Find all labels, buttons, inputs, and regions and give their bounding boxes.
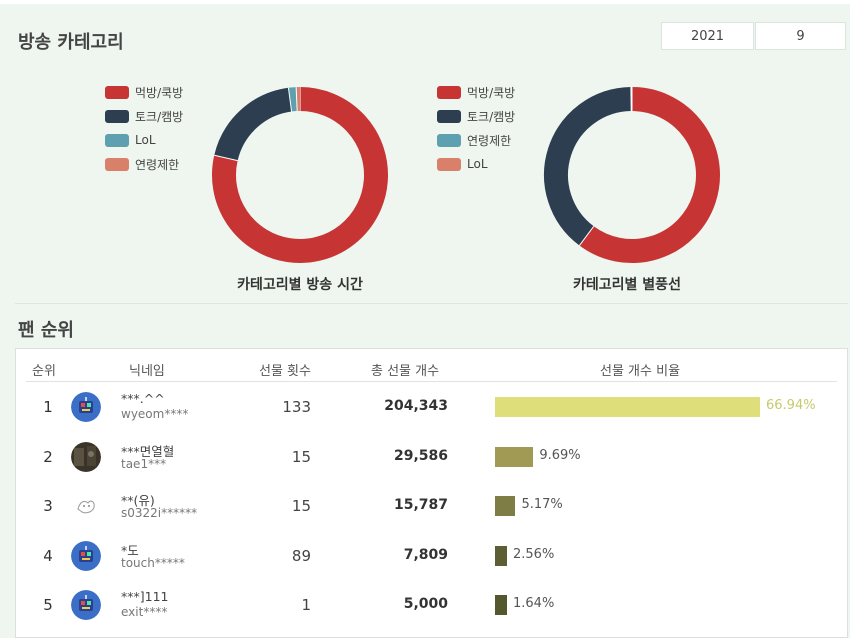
header-rank: 순위 — [32, 360, 56, 379]
row-rank: 2 — [40, 448, 56, 466]
row-nickname[interactable]: ***]111 — [121, 589, 169, 604]
chart1-legend: 먹방/쿡방 토크/캠방 LoL 연령제한 — [105, 80, 183, 176]
row-total-gifts: 5,000 — [376, 596, 448, 612]
legend-swatch — [437, 110, 461, 123]
legend-item[interactable]: LoL — [437, 152, 515, 176]
row-ratio-percent: 66.94% — [766, 398, 816, 413]
legend-label: LoL — [467, 157, 488, 171]
header-gift-ratio: 선물 개수 비율 — [600, 360, 680, 379]
row-gift-count: 89 — [246, 547, 311, 565]
star-balloon-donut-chart — [543, 86, 721, 264]
legend-label: 연령제한 — [135, 156, 179, 173]
row-user-id: tae1*** — [121, 457, 166, 471]
row-ratio-percent: 1.64% — [513, 596, 554, 611]
row-rank: 4 — [40, 547, 56, 565]
avatar[interactable] — [71, 392, 101, 422]
row-gift-count: 15 — [246, 497, 311, 515]
chart2-caption: 카테고리별 별풍선 — [527, 274, 727, 294]
donut-slice-먹방/쿡방[interactable] — [587, 99, 708, 251]
row-ratio-percent: 2.56% — [513, 547, 554, 562]
avatar[interactable] — [71, 590, 101, 620]
avatar[interactable] — [71, 491, 101, 521]
row-rank: 1 — [40, 398, 56, 416]
section-divider — [15, 303, 848, 304]
donut-slice-LoL[interactable] — [290, 99, 297, 100]
legend-label: 토크/캠방 — [135, 108, 183, 125]
legend-swatch — [105, 86, 129, 99]
ratio-bar — [495, 546, 507, 566]
row-user-id: s0322i****** — [121, 506, 197, 520]
legend-swatch — [105, 110, 129, 123]
table-row[interactable]: 1 ***.^^wyeom**** 133 204,343 66.94% — [16, 383, 849, 431]
legend-item[interactable]: LoL — [105, 128, 183, 152]
header-total-gifts: 총 선물 개수 — [371, 360, 439, 379]
broadcast-time-donut-chart — [211, 86, 389, 264]
row-gift-count: 133 — [246, 398, 311, 416]
header-nickname: 닉네임 — [129, 360, 165, 379]
legend-item[interactable]: 토크/캠방 — [437, 104, 515, 128]
row-total-gifts: 15,787 — [376, 497, 448, 513]
legend-item[interactable]: 먹방/쿡방 — [437, 80, 515, 104]
month-select[interactable]: 9 — [755, 22, 846, 50]
category-section-title: 방송 카테고리 — [18, 28, 124, 54]
row-total-gifts: 7,809 — [376, 547, 448, 563]
donut-slice-토크/캠방[interactable] — [556, 99, 631, 236]
header-gift-count: 선물 횟수 — [259, 360, 311, 379]
legend-item[interactable]: 먹방/쿡방 — [105, 80, 183, 104]
row-user-id: wyeom**** — [121, 407, 188, 421]
legend-swatch — [105, 158, 129, 171]
legend-swatch — [105, 134, 129, 147]
ratio-bar — [495, 447, 533, 467]
legend-swatch — [437, 134, 461, 147]
ratio-bar — [495, 496, 515, 516]
donut-slice-토크/캠방[interactable] — [226, 100, 290, 158]
legend-swatch — [437, 86, 461, 99]
legend-label: 먹방/쿡방 — [135, 84, 183, 101]
fan-ranking-table: 순위 닉네임 선물 횟수 총 선물 개수 선물 개수 비율 1 ***.^^wye… — [15, 348, 848, 638]
chart2-legend: 먹방/쿡방 토크/캠방 연령제한 LoL — [437, 80, 515, 176]
legend-label: 연령제한 — [467, 132, 511, 149]
legend-swatch — [437, 158, 461, 171]
row-user-id: touch***** — [121, 556, 185, 570]
ratio-bar — [495, 397, 760, 417]
chart1-caption: 카테고리별 방송 시간 — [200, 274, 400, 294]
avatar[interactable] — [71, 541, 101, 571]
legend-item[interactable]: 토크/캠방 — [105, 104, 183, 128]
ratio-bar — [495, 595, 507, 615]
legend-label: 먹방/쿡방 — [467, 84, 515, 101]
row-ratio-percent: 9.69% — [539, 448, 580, 463]
row-rank: 5 — [40, 596, 56, 614]
legend-label: LoL — [135, 133, 156, 147]
legend-item[interactable]: 연령제한 — [105, 152, 183, 176]
table-header: 순위 닉네임 선물 횟수 총 선물 개수 선물 개수 비율 — [26, 357, 837, 382]
fan-ranking-title: 팬 순위 — [18, 316, 74, 342]
avatar[interactable] — [71, 442, 101, 472]
row-total-gifts: 204,343 — [376, 398, 448, 414]
row-total-gifts: 29,586 — [376, 448, 448, 464]
row-ratio-percent: 5.17% — [521, 497, 562, 512]
row-gift-count: 15 — [246, 448, 311, 466]
top-edge — [0, 0, 850, 4]
legend-item[interactable]: 연령제한 — [437, 128, 515, 152]
legend-label: 토크/캠방 — [467, 108, 515, 125]
row-user-id: exit**** — [121, 605, 167, 619]
year-select[interactable]: 2021 — [661, 22, 754, 50]
row-gift-count: 1 — [246, 596, 311, 614]
row-nickname[interactable]: ***.^^ — [121, 391, 165, 406]
row-rank: 3 — [40, 497, 56, 515]
